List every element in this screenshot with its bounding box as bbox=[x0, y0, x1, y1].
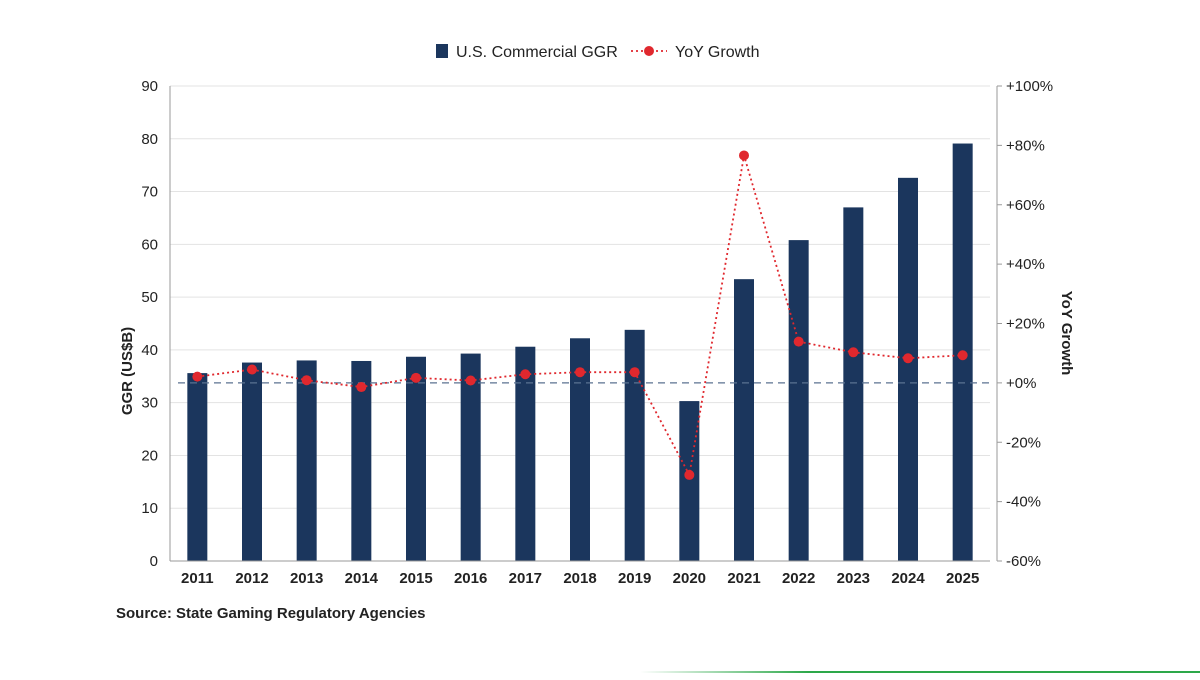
x-tick-label: 2015 bbox=[399, 570, 432, 587]
left-tick-label: 20 bbox=[141, 447, 158, 464]
right-tick-label: -40% bbox=[1006, 494, 1041, 511]
right-tick-label: -60% bbox=[1006, 553, 1041, 570]
x-tick-label: 2021 bbox=[727, 570, 760, 587]
legend-label-growth: YoY Growth bbox=[675, 44, 760, 61]
right-axis-title: YoY Growth bbox=[1058, 291, 1075, 375]
bar-2021 bbox=[734, 279, 754, 561]
right-tick-label: +0% bbox=[1006, 375, 1036, 392]
source-note: Source: State Gaming Regulatory Agencies bbox=[116, 605, 426, 622]
left-axis-title: GGR (US$B) bbox=[119, 327, 136, 415]
legend: U.S. Commercial GGR YoY Growth bbox=[436, 44, 760, 61]
bar-2016 bbox=[460, 353, 481, 561]
right-tick-label: +100% bbox=[1006, 78, 1053, 95]
growth-point-2023 bbox=[848, 347, 859, 358]
left-tick-label: 40 bbox=[141, 342, 158, 359]
axes: 0 10 20 30 40 50 60 70 80 90 -60% -40% -20% +0% +20% +4… bbox=[119, 78, 1075, 587]
growth-point-2021 bbox=[739, 150, 749, 161]
legend-label-ggr: U.S. Commercial GGR bbox=[456, 44, 618, 61]
left-tick-label: 60 bbox=[141, 236, 158, 253]
x-tick-label: 2020 bbox=[673, 570, 706, 587]
x-tick-label: 2019 bbox=[618, 570, 651, 587]
bar-2014 bbox=[351, 360, 372, 561]
bar-2011 bbox=[187, 373, 208, 561]
x-tick-label: 2017 bbox=[509, 570, 542, 587]
x-tick-label: 2023 bbox=[837, 570, 870, 587]
growth-point-2018 bbox=[575, 367, 585, 378]
growth-point-2025 bbox=[957, 350, 968, 361]
bar-2019 bbox=[624, 329, 645, 561]
legend-bar-swatch bbox=[436, 44, 448, 58]
left-tick-label: 70 bbox=[141, 184, 158, 201]
right-tick-label: -20% bbox=[1006, 434, 1041, 451]
x-tick-label: 2025 bbox=[946, 570, 979, 587]
growth-point-2020 bbox=[684, 469, 695, 480]
left-tick-label: 90 bbox=[141, 78, 158, 95]
growth-point-2012 bbox=[247, 364, 257, 375]
bar-2017 bbox=[515, 346, 536, 561]
bar-2018 bbox=[570, 338, 590, 561]
growth-point-2019 bbox=[629, 367, 640, 378]
x-tick-label: 2012 bbox=[235, 570, 268, 587]
bar-2020 bbox=[679, 401, 700, 561]
left-tick-label: 30 bbox=[141, 395, 158, 412]
left-tick-label: 0 bbox=[150, 553, 158, 570]
bar-2015 bbox=[406, 356, 426, 561]
bottom-accent-line bbox=[640, 671, 1200, 673]
left-tick-label: 80 bbox=[141, 131, 158, 148]
bar-2024 bbox=[898, 177, 918, 562]
growth-point-2011 bbox=[192, 371, 203, 382]
left-tick-label: 10 bbox=[141, 500, 158, 517]
bar-2013 bbox=[296, 360, 317, 561]
left-tick-label: 50 bbox=[141, 289, 158, 306]
growth-point-2014 bbox=[356, 382, 367, 393]
x-tick-label: 2014 bbox=[345, 570, 379, 587]
bar-2022 bbox=[788, 240, 809, 561]
x-tick-label: 2018 bbox=[563, 570, 596, 587]
bar-series bbox=[187, 143, 973, 562]
x-tick-label: 2013 bbox=[290, 570, 323, 587]
legend-marker-swatch bbox=[644, 46, 654, 56]
growth-point-2022 bbox=[793, 336, 804, 347]
growth-point-2015 bbox=[411, 372, 421, 383]
growth-point-2017 bbox=[520, 369, 531, 380]
growth-line-series bbox=[192, 150, 968, 480]
growth-point-2013 bbox=[301, 375, 312, 386]
growth-point-2024 bbox=[903, 353, 913, 364]
bar-2023 bbox=[843, 207, 864, 561]
right-tick-label: +40% bbox=[1006, 256, 1045, 273]
x-tick-label: 2024 bbox=[891, 570, 925, 587]
bar-2012 bbox=[242, 362, 262, 561]
growth-point-2016 bbox=[465, 375, 476, 386]
x-tick-label: 2022 bbox=[782, 570, 815, 587]
right-tick-label: +60% bbox=[1006, 197, 1045, 214]
x-tick-label: 2011 bbox=[181, 570, 214, 587]
x-tick-label: 2016 bbox=[454, 570, 487, 587]
right-tick-label: +20% bbox=[1006, 316, 1045, 333]
right-tick-label: +80% bbox=[1006, 137, 1045, 154]
